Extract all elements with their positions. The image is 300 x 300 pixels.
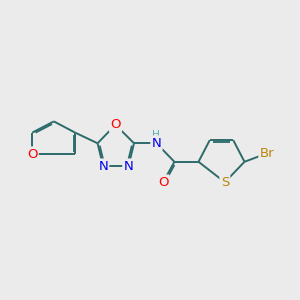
Text: S: S (221, 176, 229, 189)
Text: N: N (98, 160, 108, 173)
Text: O: O (110, 118, 121, 131)
Text: O: O (27, 148, 38, 161)
Text: N: N (152, 137, 161, 150)
Text: H: H (152, 130, 160, 140)
Text: N: N (124, 160, 133, 173)
Text: O: O (158, 176, 168, 189)
Text: Br: Br (260, 147, 274, 160)
